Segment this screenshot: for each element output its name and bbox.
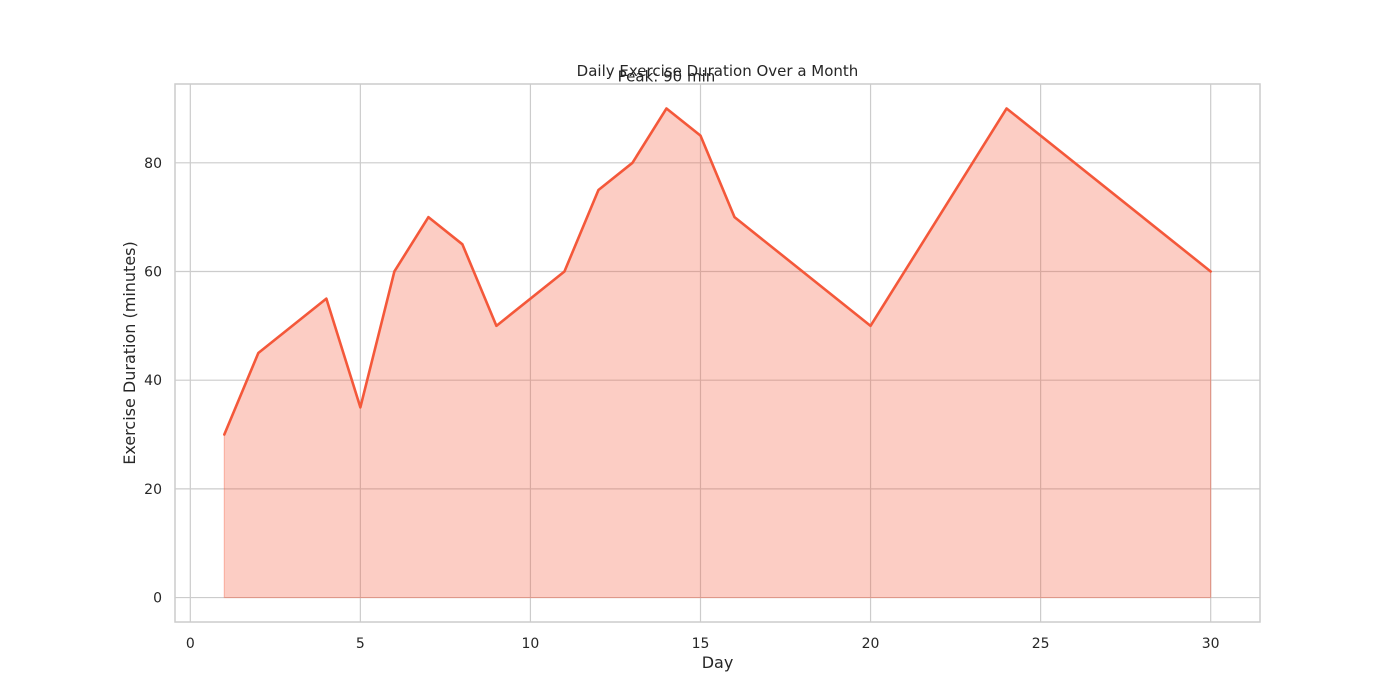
y-tick-labels: 0 20 40 60 80 bbox=[144, 156, 162, 607]
x-tick-label: 10 bbox=[522, 636, 540, 652]
x-tick-label: 30 bbox=[1202, 636, 1220, 652]
x-tick-label: 15 bbox=[692, 636, 710, 652]
series-line bbox=[223, 107, 1212, 436]
y-tick-label: 80 bbox=[144, 156, 162, 172]
peak-annotation: Peak: 90 min bbox=[618, 67, 716, 85]
plot-frame bbox=[174, 83, 1261, 623]
y-axis-label: Exercise Duration (minutes) bbox=[120, 241, 139, 465]
x-tick-label: 20 bbox=[862, 636, 880, 652]
area-fill-group bbox=[223, 107, 1212, 599]
x-axis-label: Day bbox=[702, 653, 734, 672]
area-fill bbox=[223, 107, 1212, 599]
y-tick-label: 40 bbox=[144, 373, 162, 389]
y-tick-label: 20 bbox=[144, 482, 162, 498]
x-tick-labels: 0 5 10 15 20 25 30 bbox=[186, 636, 1220, 652]
series-line-group bbox=[223, 107, 1212, 436]
x-tick-label: 25 bbox=[1032, 636, 1050, 652]
grid-lines bbox=[175, 84, 1260, 622]
x-tick-label: 5 bbox=[356, 636, 365, 652]
x-tick-label: 0 bbox=[186, 636, 195, 652]
y-tick-label: 60 bbox=[144, 264, 162, 280]
chart-title: Daily Exercise Duration Over a Month bbox=[577, 62, 859, 80]
y-tick-label: 0 bbox=[153, 591, 162, 607]
